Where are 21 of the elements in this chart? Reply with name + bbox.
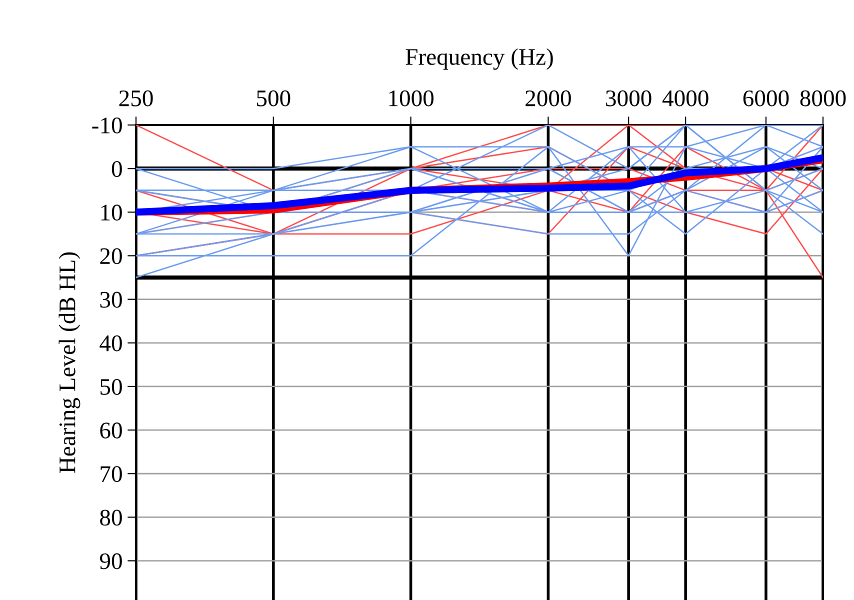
x-tick-label: 4000 [662,90,708,106]
y-tick-label: 0 [112,161,122,177]
x-tick-label: 8000 [800,90,846,106]
y-axis-title: Hearing Level (dB HL) [58,252,80,473]
y-tick-label: 60 [100,422,122,438]
y-tick-label: 50 [100,378,122,395]
x-tick-label: 6000 [743,90,789,106]
x-tick-label: 3000 [606,90,652,106]
x-axis-title: Frequency (Hz) [406,48,553,70]
x-tick-label: 500 [257,90,290,106]
x-tick-label: 2000 [526,90,571,106]
y-tick-label: 30 [100,292,122,308]
y-tick-label: -10 [92,117,122,134]
y-tick-label: 10 [101,204,122,221]
y-tick-label: 20 [100,248,122,264]
y-tick-label: 90 [100,553,122,570]
y-tick-label: 40 [100,335,122,352]
y-tick-label: 70 [100,466,122,482]
x-tick-label: 250 [119,90,153,106]
x-tick-label: 1000 [389,90,434,106]
y-tick-label: 80 [100,510,122,526]
